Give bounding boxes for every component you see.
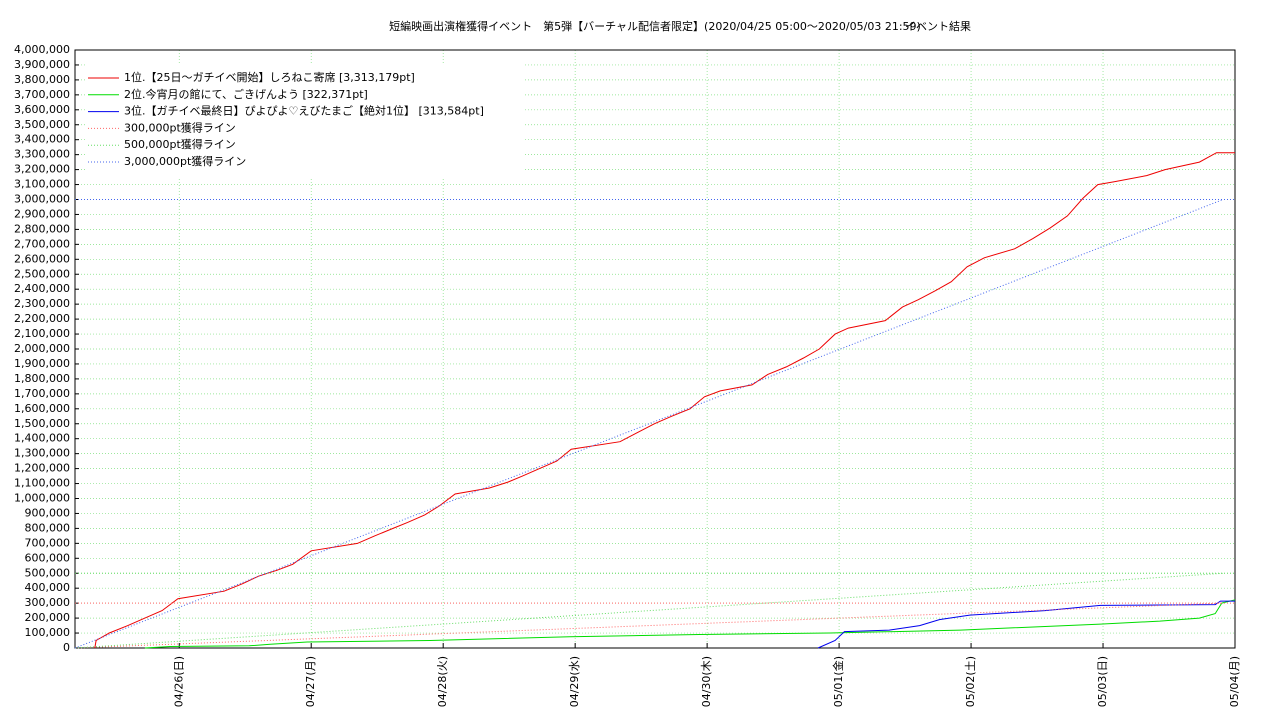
y-tick-label: 3,000,000 (14, 193, 70, 206)
series-line (74, 572, 1224, 649)
legend-label: 1位.【25日〜ガチイベ開始】しろねこ寄席 [3,313,179pt] (124, 70, 415, 84)
y-tick-label: 3,600,000 (14, 103, 70, 116)
y-tick-label: 2,300,000 (14, 297, 70, 310)
y-tick-label: 1,300,000 (14, 447, 70, 460)
y-tick-label: 400,000 (25, 581, 71, 594)
y-tick-label: 2,100,000 (14, 327, 70, 340)
series-line (74, 602, 1224, 649)
chart-title: 短編映画出演権獲得イベント 第5弾【バーチャル配信者限定】(2020/04/25… (389, 19, 921, 33)
y-tick-label: 2,200,000 (14, 312, 70, 325)
y-tick-label: 700,000 (25, 536, 71, 549)
legend-label: 300,000pt獲得ライン (124, 121, 236, 134)
legend-label: 3,000,000pt獲得ライン (124, 155, 246, 168)
y-tick-label: 900,000 (25, 506, 71, 519)
y-tick-label: 1,600,000 (14, 402, 70, 415)
y-tick-label: 3,800,000 (14, 73, 70, 86)
y-tick-label: 300,000 (25, 596, 71, 609)
legend-box (85, 64, 525, 178)
y-tick-label: 2,400,000 (14, 282, 70, 295)
y-tick-label: 2,500,000 (14, 267, 70, 280)
y-tick-label: 1,000,000 (14, 492, 70, 505)
y-tick-label: 600,000 (25, 551, 71, 564)
y-tick-label: 3,700,000 (14, 88, 70, 101)
y-tick-label: 1,500,000 (14, 417, 70, 430)
chart-subtitle: イベント結果 (905, 19, 971, 33)
x-tick-label: 05/01(金) (831, 656, 845, 707)
series-line (94, 152, 1235, 649)
y-tick-label: 800,000 (25, 521, 71, 534)
y-tick-label: 2,000,000 (14, 342, 70, 355)
y-tick-label: 2,900,000 (14, 207, 70, 220)
y-tick-label: 3,900,000 (14, 58, 70, 71)
y-tick-label: 3,200,000 (14, 163, 70, 176)
y-tick-label: 2,800,000 (14, 222, 70, 235)
y-tick-label: 200,000 (25, 611, 71, 624)
y-tick-label: 1,900,000 (14, 357, 70, 370)
y-tick-label: 3,300,000 (14, 148, 70, 161)
x-tick-label: 05/03(日) (1096, 656, 1109, 707)
y-tick-label: 1,100,000 (14, 477, 70, 490)
y-tick-label: 100,000 (25, 626, 71, 639)
x-tick-label: 05/04(月) (1228, 656, 1241, 707)
y-tick-label: 2,700,000 (14, 237, 70, 250)
legend-label: 500,000pt獲得ライン (124, 138, 236, 151)
y-tick-label: 1,200,000 (14, 462, 70, 475)
series-line (817, 600, 1235, 649)
y-tick-label: 0 (63, 641, 70, 654)
y-tick-label: 1,800,000 (14, 372, 70, 385)
x-tick-label: 04/27(月) (304, 656, 317, 707)
y-tick-label: 2,600,000 (14, 252, 70, 265)
y-tick-label: 1,700,000 (14, 387, 70, 400)
x-tick-label: 05/02(土) (964, 656, 977, 707)
x-tick-label: 04/28(火) (436, 656, 449, 707)
y-tick-label: 3,400,000 (14, 133, 70, 146)
y-tick-label: 4,000,000 (14, 43, 70, 56)
series-line (144, 599, 1236, 649)
x-tick-label: 04/29(水) (568, 656, 581, 707)
legend-label: 2位.今宵月の館にて、ごきげんよう [322,371pt] (124, 87, 368, 101)
y-tick-label: 1,400,000 (14, 432, 70, 445)
legend-label: 3位.【ガチイベ最終日】ぴよぴよ♡えびたまご【絶対1位】 [313,584pt] (124, 104, 484, 118)
y-tick-label: 500,000 (25, 566, 71, 579)
plot-frame (74, 49, 1236, 649)
x-tick-label: 04/30(木) (700, 656, 713, 707)
y-tick-label: 3,500,000 (14, 118, 70, 131)
x-tick-label: 04/26(日) (172, 656, 185, 707)
y-tick-label: 3,100,000 (14, 178, 70, 191)
